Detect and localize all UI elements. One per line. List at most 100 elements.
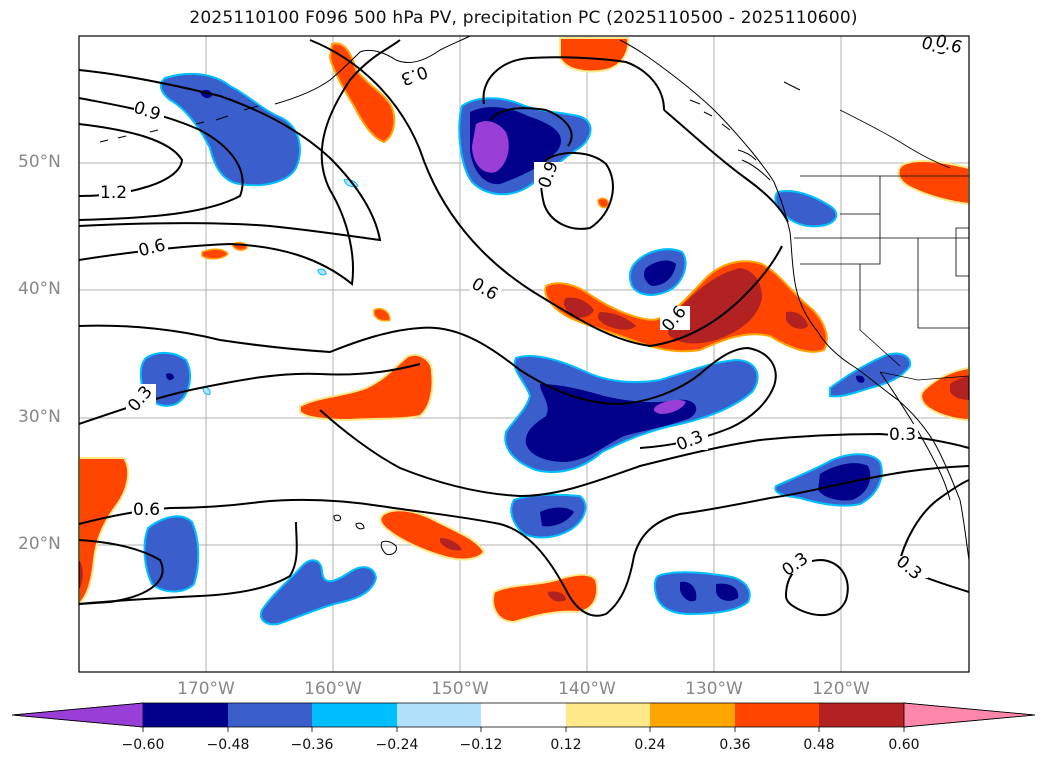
colorbar-segment-paleblue: [397, 703, 481, 727]
pv-contours: [78, 39, 970, 617]
precip-region-blue-168w: [143, 515, 200, 593]
contour-label-group: 0.9 1.2 0.6 0.6 0.9 0.6 0.9 0.3 0.3 0.6 …: [99, 31, 966, 584]
precip-region-navy-120w: [818, 463, 871, 501]
pv-contour-line-5: [309, 39, 783, 348]
precip-region-navy-central: [525, 384, 697, 462]
lon-label-160w: 160°W: [304, 679, 362, 699]
precip-region-firebrick-band-coast: [786, 311, 808, 329]
precip-region-navy-144w: [540, 507, 574, 527]
colorbar-tick-label: 0.24: [634, 737, 666, 753]
precip-region-orange-small-1: [201, 248, 229, 260]
border-mexico: [879, 371, 970, 381]
precip-region-firebrick-152w: [440, 538, 462, 551]
colorbar-segment-sky: [312, 703, 397, 727]
colorbar-segment-orange: [650, 703, 735, 727]
colorbar: [11, 702, 1036, 732]
precip-region-orange-ne: [897, 160, 970, 206]
colorbar-tick-label: −0.48: [206, 737, 250, 753]
coastline-baja: [879, 371, 951, 501]
border-state-5: [917, 238, 969, 329]
precip-region-orange-155w: [299, 354, 434, 422]
lat-label-40n: 40°N: [18, 279, 61, 299]
colorbar-ticks: [142, 727, 905, 732]
precip-region-orange-small-3: [373, 308, 391, 322]
precip-region-navy-133w: [680, 581, 697, 602]
precip-region-blue-162w: [259, 559, 378, 626]
colorbar-tick-label: 0.12: [550, 737, 582, 753]
colorbar-segment-redorange: [735, 703, 819, 727]
colorbar-extend-low: [11, 702, 144, 728]
lat-label-30n: 30°N: [18, 407, 61, 427]
coastline-west-na: [773, 181, 970, 561]
border-state-3: [800, 238, 881, 265]
precip-region-firebrick-band-west: [563, 297, 594, 318]
colorbar-extend-high: [903, 702, 1036, 728]
colorbar-tick-label: −0.12: [459, 737, 503, 753]
coastline-hawaii: [380, 540, 397, 555]
lon-label-130w: 130°W: [685, 679, 743, 699]
precip-region-navy-137w: [644, 260, 676, 286]
colorbar-segment-yellow: [566, 703, 650, 727]
lat-label-50n: 50°N: [18, 152, 61, 172]
colorbar-tick-label: −0.24: [375, 737, 419, 753]
precip-region-firebrick-band-east: [668, 268, 762, 344]
pv-contour-line-15: [78, 521, 298, 605]
lon-label-140w: 140°W: [558, 679, 616, 699]
precip-region-blue-133w: [653, 571, 751, 616]
coastlines: [99, 35, 970, 561]
colorbar-segment-navy: [143, 703, 228, 727]
colorbar-tick-label: 0.60: [888, 737, 920, 753]
precip-region-blue-baja: [829, 352, 912, 398]
precip-region-purple-central-north: [472, 121, 509, 173]
pv-contour-line-9: [663, 109, 789, 223]
precip-region-purple-central: [653, 399, 686, 414]
precip-region-orange-north: [328, 42, 396, 144]
precip-region-orange-west: [78, 457, 130, 607]
map-title: 2025110100 F096 500 hPa PV, precipitatio…: [189, 8, 858, 28]
pv-contour-line-4: [78, 39, 401, 286]
lon-label-170w: 170°W: [177, 679, 235, 699]
contour-label: 0.6: [133, 500, 160, 520]
pv-contour-line-13: [78, 465, 970, 617]
contour-label: 1.2: [100, 183, 127, 203]
precip-region-blue-nw: [159, 72, 301, 187]
pv-contour-line-12: [319, 409, 970, 498]
precip-region-blue-small-2: [317, 268, 327, 276]
contour-label: 0.3: [889, 425, 916, 445]
colorbar-segment-white: [481, 703, 566, 727]
precip-region-orange-145w: [492, 573, 599, 624]
pv-contour-line-1: [78, 69, 382, 242]
coastline-bc-islands: [689, 81, 801, 131]
pv-contour-line-7: [489, 107, 573, 147]
colorbar-tick-label: −0.60: [121, 737, 165, 753]
border-state-6: [859, 264, 901, 367]
pv-contour-line-10: [78, 324, 777, 449]
map-border: [78, 35, 970, 673]
precip-region-firebrick-west: [79, 560, 83, 590]
pv-contour-line-14: [78, 539, 164, 605]
coastline-alaska: [274, 35, 471, 105]
precip-region-navy-167w: [166, 373, 174, 381]
pv-contour-line-6: [482, 56, 665, 111]
coastline-vancouver: [737, 149, 771, 181]
coastline-aleutians: [99, 105, 259, 143]
pv-contour-line-17: [897, 479, 970, 569]
coastline-hawaii-3: [333, 514, 341, 522]
coastline-hawaii-2: [355, 522, 365, 530]
coastline-alaska-panhandle: [619, 39, 775, 183]
precip-region-firebrick-145w: [548, 591, 566, 602]
colorbar-tick-label: −0.36: [290, 737, 334, 753]
colorbar-segment-firebrick: [819, 703, 904, 727]
colorbar-tick-label: 0.36: [719, 737, 751, 753]
precip-region-navy-133w-b: [716, 583, 739, 601]
lat-label-20n: 20°N: [18, 534, 61, 554]
precip-region-orange-top: [559, 37, 630, 73]
colorbar-segment-royal: [228, 703, 312, 727]
precip-region-navy-baja: [856, 375, 865, 383]
pv-contour-line-8: [540, 151, 614, 230]
lon-label-150w: 150°W: [431, 679, 489, 699]
colorbar-tick-label: 0.48: [803, 737, 835, 753]
border-canada-west: [839, 109, 951, 169]
precip-region-firebrick-east: [950, 376, 969, 400]
